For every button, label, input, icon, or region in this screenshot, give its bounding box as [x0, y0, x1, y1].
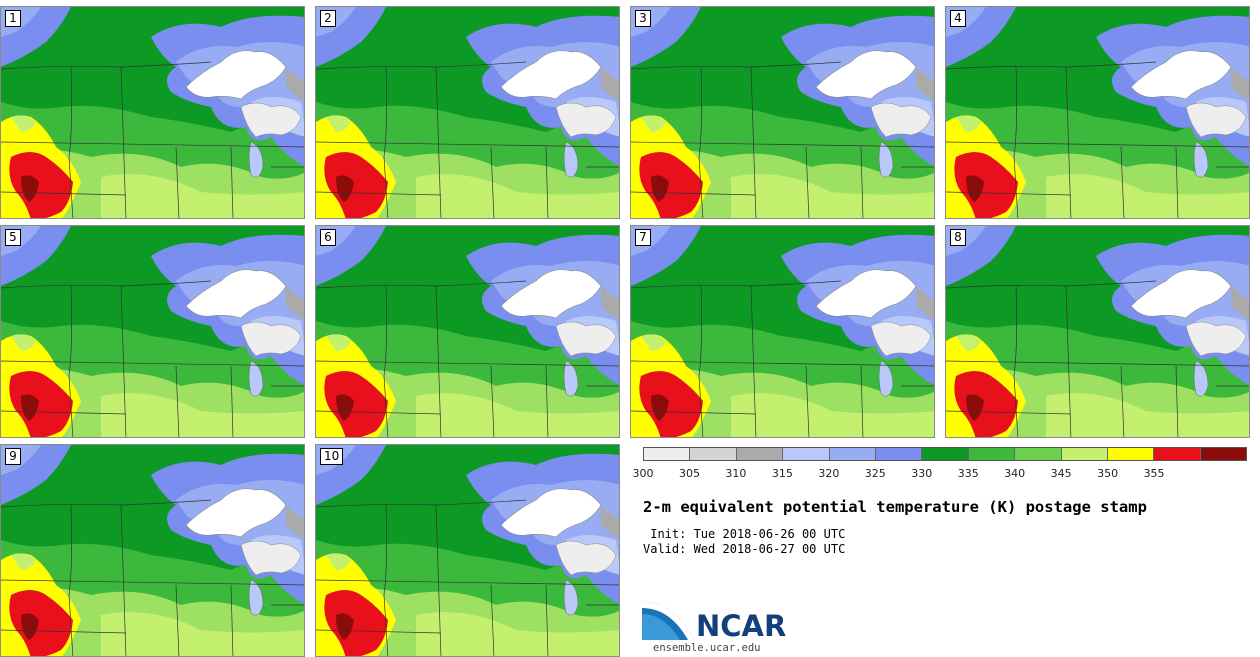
colorbar-segment: [968, 448, 1016, 460]
colorbar-segment: [783, 448, 830, 460]
panel-number-label: 5: [5, 229, 21, 246]
colorbar-tick-label: 345: [1050, 467, 1072, 480]
map-panel: 7: [630, 225, 935, 438]
colorbar-segment: [1154, 448, 1201, 460]
equivalent-potential-temperature-map: [1, 445, 304, 656]
ncar-logo-text: NCAR: [696, 609, 787, 643]
map-panel: 2: [315, 6, 620, 219]
panel-number-label: 8: [950, 229, 966, 246]
colorbar-tick-label: 335: [957, 467, 979, 480]
colorbar-tick-label: 315: [771, 467, 793, 480]
colorbar-segment: [922, 448, 969, 460]
map-panel: 5: [0, 225, 305, 438]
equivalent-potential-temperature-map: [631, 226, 934, 437]
colorbar-segment: [875, 448, 923, 460]
map-panel: 1: [0, 6, 305, 219]
equivalent-potential-temperature-map: [946, 7, 1249, 218]
colorbar-tick-label: 310: [725, 467, 747, 480]
equivalent-potential-temperature-map: [316, 7, 619, 218]
colorbar-segment: [1015, 448, 1062, 460]
equivalent-potential-temperature-map: [316, 445, 619, 656]
colorbar-segment: [690, 448, 737, 460]
panel-number-label: 3: [635, 10, 651, 27]
init-time: Init: Tue 2018-06-26 00 UTC: [643, 527, 846, 541]
valid-time: Valid: Wed 2018-06-27 00 UTC: [643, 542, 846, 556]
equivalent-potential-temperature-map: [316, 226, 619, 437]
colorbar-tick-label: 325: [864, 467, 886, 480]
colorbar-segment: [1107, 448, 1155, 460]
equivalent-potential-temperature-map: [1, 226, 304, 437]
figure-title: 2-m equivalent potential temperature (K)…: [643, 498, 1147, 516]
map-panel: 4: [945, 6, 1250, 219]
panel-number-label: 9: [5, 448, 21, 465]
colorbar-segment: [1200, 448, 1247, 460]
equivalent-potential-temperature-map: [631, 7, 934, 218]
map-panel: 9: [0, 444, 305, 657]
colorbar-segment: [644, 448, 691, 460]
colorbar-tick-label: 355: [1143, 467, 1165, 480]
site-url[interactable]: ensemble.ucar.edu: [653, 642, 761, 654]
panel-number-label: 7: [635, 229, 651, 246]
colorbar-tick-label: 305: [678, 467, 700, 480]
map-panel: 6: [315, 225, 620, 438]
panel-number-label: 2: [320, 10, 336, 27]
colorbar-tick-label: 300: [632, 467, 654, 480]
equivalent-potential-temperature-map: [1, 7, 304, 218]
colorbar-tick-label: 330: [911, 467, 933, 480]
ncar-logo-icon: [642, 601, 694, 640]
colorbar-segment: [829, 448, 876, 460]
panel-number-label: 1: [5, 10, 21, 27]
equivalent-potential-temperature-map: [946, 226, 1249, 437]
map-panel: 3: [630, 6, 935, 219]
colorbar-tick-label: 340: [1004, 467, 1026, 480]
map-panel: 8: [945, 225, 1250, 438]
panel-number-label: 4: [950, 10, 966, 27]
panel-number-label: 6: [320, 229, 336, 246]
colorbar-tick-label: 350: [1097, 467, 1119, 480]
panel-number-label: 10: [320, 448, 344, 465]
colorbar: [643, 447, 1247, 461]
colorbar-tick-label: 320: [818, 467, 840, 480]
map-panel: 10: [315, 444, 620, 657]
colorbar-segment: [736, 448, 784, 460]
colorbar-segment: [1061, 448, 1108, 460]
